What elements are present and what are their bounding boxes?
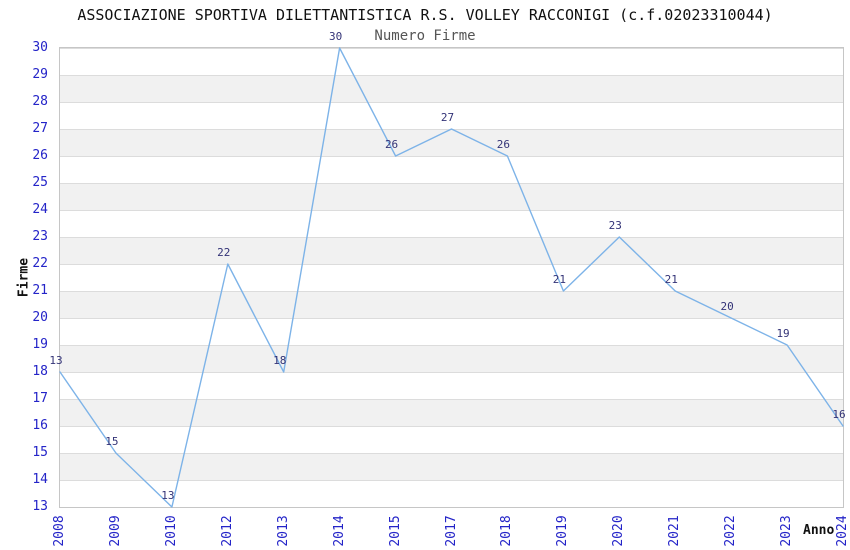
y-tick-label: 13 — [32, 499, 48, 514]
line-series-svg — [59, 47, 844, 508]
x-tick-label: 2019 — [555, 515, 571, 547]
x-tick-label: 2018 — [499, 515, 515, 547]
data-line — [59, 47, 844, 508]
y-tick-label: 18 — [32, 364, 48, 379]
y-tick-label: 16 — [32, 418, 48, 433]
y-tick-label: 26 — [32, 148, 48, 163]
y-tick-label: 27 — [32, 121, 48, 136]
y-tick-label: 29 — [32, 67, 48, 82]
data-point-label: 26 — [496, 138, 511, 151]
data-point-label: 13 — [161, 489, 175, 502]
y-axis-title: Firme — [16, 257, 32, 298]
chart-title: ASSOCIAZIONE SPORTIVA DILETTANTISTICA R.… — [77, 6, 773, 24]
y-tick-label: 22 — [32, 256, 48, 271]
data-point-label: 15 — [105, 435, 119, 448]
data-point-label: 22 — [217, 246, 231, 259]
data-point-label: 13 — [49, 354, 63, 367]
x-tick-label: 2017 — [443, 515, 459, 547]
x-tick-label: 2015 — [387, 515, 403, 547]
y-tick-label: 30 — [32, 40, 48, 55]
x-tick-label: 2012 — [219, 515, 235, 547]
x-tick-label: 2014 — [331, 515, 347, 547]
data-point-label: 21 — [664, 273, 678, 286]
data-point-label: 21 — [552, 273, 566, 286]
y-tick-label: 19 — [32, 337, 48, 352]
y-tick-label: 20 — [32, 310, 48, 325]
data-point-label: 23 — [608, 219, 622, 232]
x-tick-label: 2013 — [275, 515, 291, 547]
data-point-label: 19 — [776, 327, 790, 340]
y-tick-label: 24 — [32, 202, 48, 217]
y-tick-label: 15 — [32, 445, 48, 460]
chart-subtitle: Numero Firme — [374, 28, 476, 44]
x-tick-label: 2020 — [611, 515, 627, 547]
x-tick-label: 2009 — [107, 515, 123, 547]
x-tick-label: 2024 — [835, 515, 850, 547]
x-tick-label: 2022 — [723, 515, 739, 547]
y-tick-label: 28 — [32, 94, 48, 109]
plot-area: 13 15 13 22 18 30 26 27 26 21 23 21 20 19 16 — [49, 31, 846, 508]
y-tick-label: 14 — [32, 472, 48, 487]
x-axis-title: Anno — [803, 523, 835, 538]
y-tick-label: 21 — [32, 283, 48, 298]
y-tick-label: 23 — [32, 229, 48, 244]
data-point-label: 18 — [273, 354, 287, 367]
data-point-label: 30 — [329, 30, 343, 43]
y-tick-label: 25 — [32, 175, 48, 190]
data-point-label: 27 — [440, 111, 455, 124]
x-tick-label: 2021 — [667, 515, 683, 547]
data-point-label: 16 — [832, 408, 846, 421]
x-tick-label: 2023 — [779, 515, 795, 547]
x-tick-label: 2010 — [163, 515, 179, 547]
data-point-label: 26 — [384, 138, 399, 151]
x-tick-label: 2008 — [52, 515, 67, 547]
y-tick-label: 17 — [32, 391, 48, 406]
data-point-label: 20 — [720, 300, 734, 313]
